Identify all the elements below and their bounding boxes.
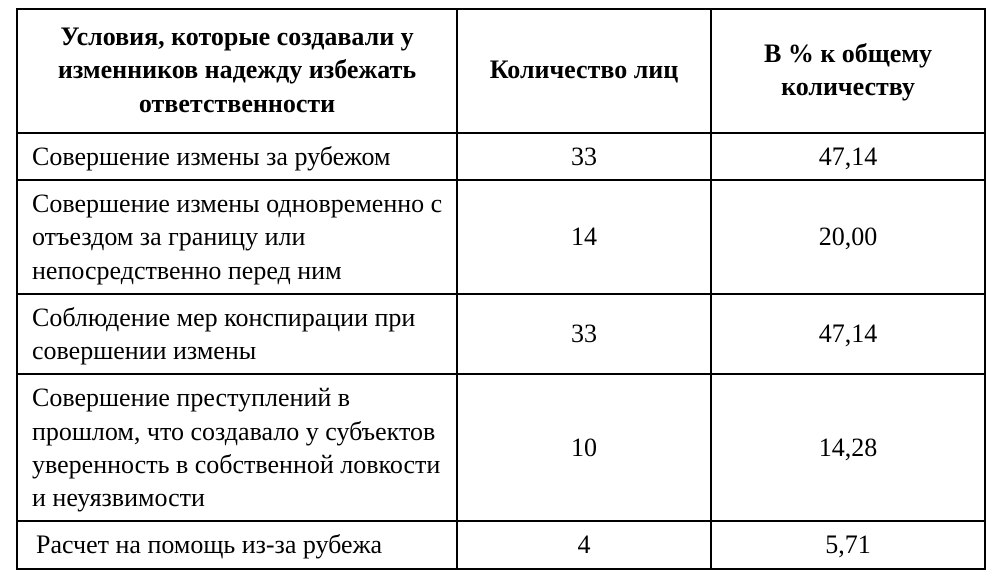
table-row: Совершение преступлений в прошлом, что с… — [17, 374, 985, 521]
table-header-row: Условия, которые создавали у изменников … — [17, 9, 985, 133]
col-header-percent: В % к общему количеству — [711, 9, 985, 133]
cell-count: 33 — [457, 133, 711, 180]
cell-count: 14 — [457, 180, 711, 294]
cell-percent: 14,28 — [711, 374, 985, 521]
cell-percent: 47,14 — [711, 294, 985, 375]
table-row: Расчет на помощь из-за рубежа 4 5,71 — [17, 521, 985, 568]
page: Условия, которые создавали у изменников … — [0, 8, 1000, 585]
table-row: Совершение измены одновременно с отъездо… — [17, 180, 985, 294]
cell-desc: Соблюдение мер конспирации при совершени… — [17, 294, 457, 375]
cell-percent: 5,71 — [711, 521, 985, 568]
col-header-count: Количество лиц — [457, 9, 711, 133]
cell-count: 10 — [457, 374, 711, 521]
cell-desc: Расчет на помощь из-за рубежа — [17, 521, 457, 568]
cell-desc: Совершение измены одновременно с отъездо… — [17, 180, 457, 294]
cell-count: 4 — [457, 521, 711, 568]
cell-desc: Совершение измены за рубежом — [17, 133, 457, 180]
cell-count: 33 — [457, 294, 711, 375]
cell-desc: Совершение преступлений в прошлом, что с… — [17, 374, 457, 521]
col-header-conditions: Условия, которые создавали у изменников … — [17, 9, 457, 133]
cell-percent: 47,14 — [711, 133, 985, 180]
table-row: Совершение измены за рубежом 33 47,14 — [17, 133, 985, 180]
table-row: Соблюдение мер конспирации при совершени… — [17, 294, 985, 375]
cell-percent: 20,00 — [711, 180, 985, 294]
conditions-table: Условия, которые создавали у изменников … — [16, 8, 986, 570]
